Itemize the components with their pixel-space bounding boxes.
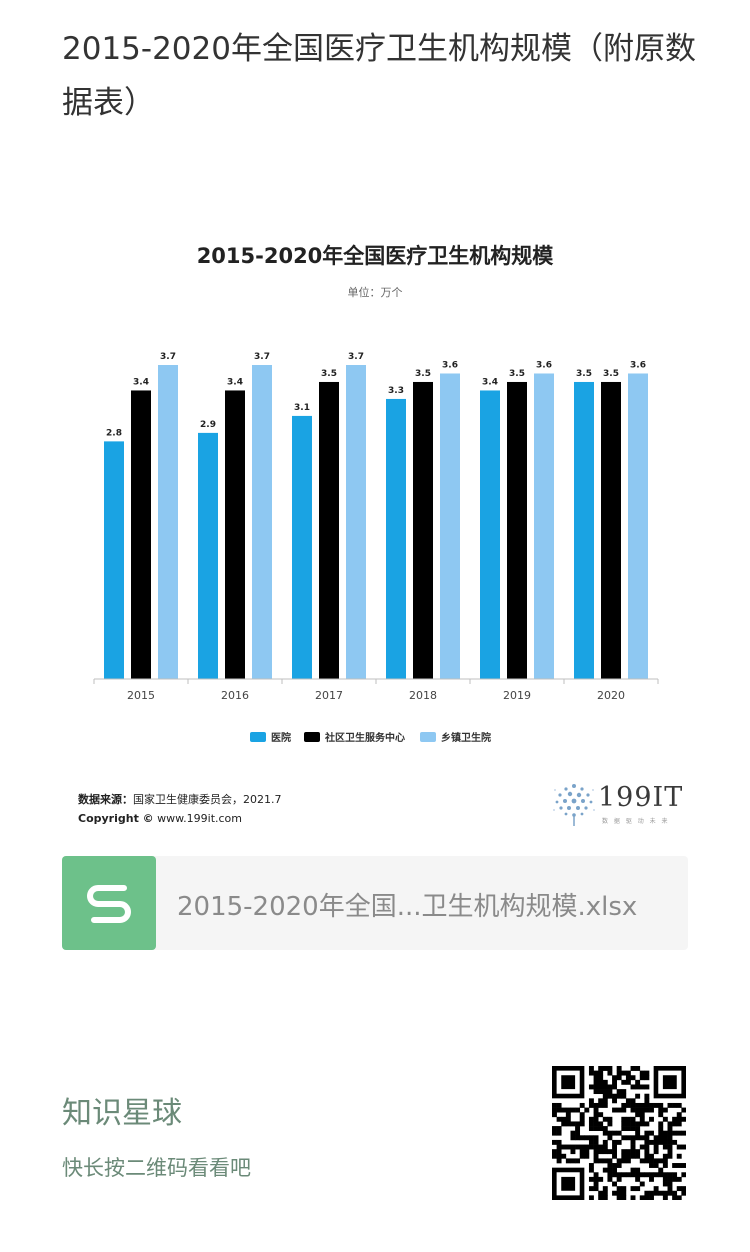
file-name: 2015-2020年全国...卫生机构规模.xlsx (177, 892, 638, 922)
chart-title: 2015-2020年全国医疗卫生机构规模 (197, 244, 555, 268)
data-label-2019-1: 3.5 (509, 369, 525, 379)
bar-2020-1 (601, 381, 621, 679)
spreadsheet-s-icon (62, 856, 156, 950)
bar-2018-0 (386, 398, 406, 679)
data-label-2020-2: 3.6 (630, 360, 646, 370)
data-label-2017-0: 3.1 (294, 403, 310, 413)
bar-2017-2 (346, 365, 366, 679)
data-label-2015-0: 2.8 (106, 428, 122, 438)
bar-2015-0 (104, 441, 124, 679)
bar-2016-0 (198, 432, 218, 679)
copyright-label: Copyright © (78, 812, 154, 825)
brand-dots-icon (553, 784, 595, 826)
data-label-2018-2: 3.6 (442, 360, 458, 370)
legend-label-1: 社区卫生服务中心 (324, 731, 405, 744)
x-tick-label-2015: 2015 (127, 689, 155, 702)
legend-label-2: 乡镇卫生院 (441, 731, 491, 744)
chart-subtitle: 单位：万个 (348, 285, 403, 299)
data-label-2016-1: 3.4 (227, 377, 243, 387)
planet-title: 知识星球 (62, 1096, 182, 1131)
bar-2017-0 (292, 415, 312, 679)
data-label-2015-2: 3.7 (160, 352, 176, 362)
source-block: 数据来源：国家卫生健康委员会，2021.7 Copyright © www.19… (78, 790, 282, 828)
data-label-2016-2: 3.7 (254, 352, 270, 362)
legend-swatch-2 (420, 732, 436, 742)
source-label: 数据来源： (78, 793, 133, 806)
file-attachment[interactable]: 2015-2020年全国...卫生机构规模.xlsx (62, 856, 688, 950)
legend-swatch-1 (304, 732, 320, 742)
data-label-2017-2: 3.7 (348, 352, 364, 362)
x-tick-label-2018: 2018 (409, 689, 437, 702)
data-label-2020-1: 3.5 (603, 369, 619, 379)
bar-chart: 2015-2020年全国医疗卫生机构规模 单位：万个 2.8 3.4 3.7 2.9 3… (93, 244, 659, 744)
data-label-2016-0: 2.9 (200, 420, 216, 430)
bar-2015-2 (158, 365, 178, 679)
bar-2018-2 (440, 373, 460, 679)
bar-2020-2 (628, 373, 648, 679)
bar-2015-1 (131, 390, 151, 679)
bar-2016-2 (252, 365, 272, 679)
x-tick-label-2020: 2020 (597, 689, 625, 702)
bar-2019-1 (507, 381, 527, 679)
source-text: 国家卫生健康委员会，2021.7 (133, 793, 282, 806)
brand-tagline: 数 据 驱 动 未 来 (602, 818, 670, 825)
bar-2017-1 (319, 381, 339, 679)
data-label-2018-1: 3.5 (415, 369, 431, 379)
data-label-2019-0: 3.4 (482, 377, 498, 387)
planet-subtitle: 快长按二维码看看吧 (62, 1156, 251, 1180)
legend-swatch-0 (250, 732, 266, 742)
copyright-text: www.199it.com (157, 812, 243, 825)
legend-label-0: 医院 (271, 731, 291, 744)
x-tick-label-2017: 2017 (315, 689, 343, 702)
chart-card: 2015-2020年全国医疗卫生机构规模 单位：万个 2.8 3.4 3.7 2.9 3… (62, 215, 688, 835)
x-tick-label-2016: 2016 (221, 689, 249, 702)
brand-logo: 199IT 数 据 驱 动 未 来 (552, 780, 682, 830)
brand-number: 199IT (598, 782, 684, 813)
bar-2019-0 (480, 390, 500, 679)
x-tick-labels: 2015 2016 2017 2018 2019 2020 (93, 679, 659, 702)
bar-2020-0 (574, 381, 594, 679)
data-label-2015-1: 3.4 (133, 377, 149, 387)
data-label-2017-1: 3.5 (321, 369, 337, 379)
bar-2016-1 (225, 390, 245, 679)
data-label-2018-0: 3.3 (388, 386, 404, 396)
legend: 医院 社区卫生服务中心 乡镇卫生院 (250, 731, 491, 744)
qr-code-icon[interactable] (552, 1066, 687, 1201)
data-label-2020-0: 3.5 (576, 369, 592, 379)
bars-group: 2.8 3.4 3.7 2.9 3.4 3.7 3.1 3.5 3.7 3.3 3.5 3.6 3.4 3… (104, 352, 648, 679)
page-title: 2015-2020年全国医疗卫生机构规模（附原数据表） (62, 31, 696, 121)
data-label-2019-2: 3.6 (536, 360, 552, 370)
x-tick-label-2019: 2019 (503, 689, 531, 702)
bar-2019-2 (534, 373, 554, 679)
bar-2018-1 (413, 381, 433, 679)
